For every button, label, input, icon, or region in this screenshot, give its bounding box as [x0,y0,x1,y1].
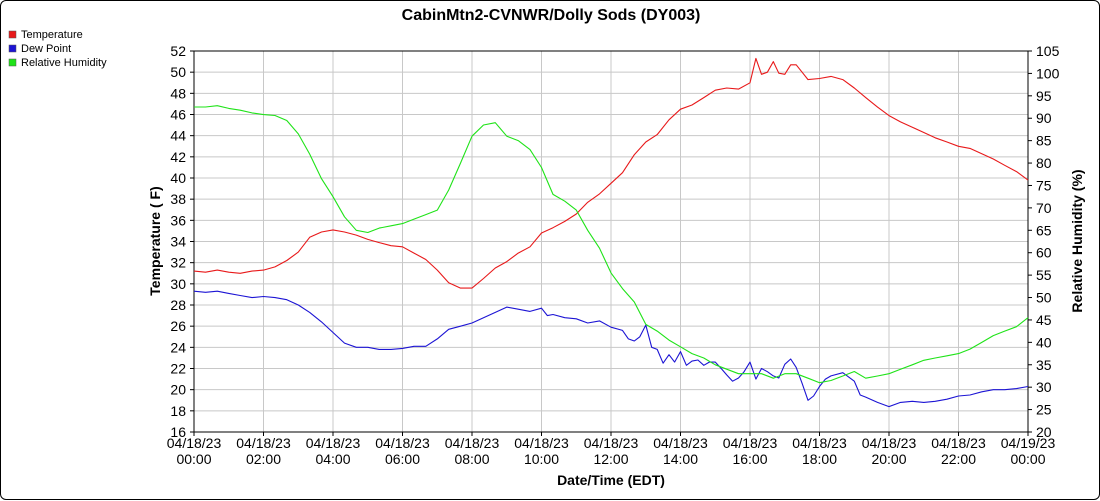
y2-tick-label: 45 [1036,312,1052,328]
x-tick-time: 00:00 [176,451,211,467]
x-tick-time: 22:00 [941,451,976,467]
temperature-line [193,57,1029,289]
y2-tick-label: 60 [1036,245,1052,261]
y2-tick-label: 75 [1036,177,1052,193]
y-tick-label: 40 [170,170,186,186]
y-tick-label: 32 [170,255,186,271]
x-axis-time: 04/18/2300:0004/18/2302:0004/18/2304:000… [167,432,1056,467]
y2-tick-label: 85 [1036,133,1052,149]
y2-tick-label: 100 [1036,65,1060,81]
x-tick-time: 02:00 [246,451,281,467]
y2-tick-label: 105 [1036,43,1060,59]
x-tick-date: 04/18/23 [445,435,500,451]
x-tick-time: 18:00 [802,451,837,467]
y-tick-label: 42 [170,149,186,165]
temperature-legend-swatch [8,30,17,39]
x-tick-time: 20:00 [871,451,906,467]
y2-tick-label: 80 [1036,155,1052,171]
y-tick-label: 36 [170,212,186,228]
x-tick-date: 04/18/23 [584,435,639,451]
y2-tick-label: 95 [1036,88,1052,104]
y2-tick-label: 30 [1036,379,1052,395]
dew-point-legend-label: Dew Point [21,43,71,55]
grid [193,50,1029,433]
x-tick-time: 04:00 [315,451,350,467]
x-tick-date: 04/18/23 [862,435,917,451]
y-tick-label: 52 [170,43,186,59]
y2-tick-label: 50 [1036,290,1052,306]
y-axis-humidity: 20 25 30 35 40 45 50 55 60 65 70 75 80 85 90 95 100 105 [1028,43,1060,440]
relative-humidity-legend-label: Relative Humidity [21,57,107,69]
y-tick-label: 24 [170,339,186,355]
x-tick-date: 04/18/23 [792,435,847,451]
x-tick-time: 10:00 [524,451,559,467]
x-tick-date: 04/18/23 [723,435,778,451]
x-tick-date: 04/18/23 [514,435,569,451]
chart-title: CabinMtn2-CVNWR/Dolly Sods (DY003) [402,7,701,24]
x-tick-date: 04/18/23 [306,435,361,451]
y-tick-label: 38 [170,191,186,207]
y-tick-label: 44 [170,128,186,144]
x-tick-time: 12:00 [593,451,628,467]
dew-point-legend-swatch [8,44,17,53]
y-tick-label: 48 [170,85,186,101]
x-tick-date: 04/18/23 [653,435,708,451]
x-tick-date: 04/18/23 [236,435,291,451]
x-tick-time: 16:00 [732,451,767,467]
x-tick-time: 00:00 [1010,451,1045,467]
y-tick-label: 22 [170,361,186,377]
x-tick-date: 04/18/23 [167,435,222,451]
x-tick-time: 08:00 [454,451,489,467]
y-tick-label: 30 [170,276,186,292]
y2-tick-label: 40 [1036,334,1052,350]
y-tick-label: 50 [170,64,186,80]
y2-axis-title: Relative Humidity (%) [1069,169,1085,312]
y2-tick-label: 55 [1036,267,1052,283]
y2-tick-label: 90 [1036,110,1052,126]
y-tick-label: 18 [170,403,186,419]
x-tick-date: 04/18/23 [375,435,430,451]
y2-tick-label: 35 [1036,357,1052,373]
x-tick-time: 06:00 [385,451,420,467]
relative-humidity-line [194,105,1029,384]
y-axis-temperature: 16 18 20 22 24 26 28 30 32 34 36 38 40 42 44 46 48 50 52 [170,43,194,440]
x-tick-date: 04/19/23 [1001,435,1056,451]
y2-tick-label: 70 [1036,200,1052,216]
relative-humidity-legend-swatch [8,58,17,67]
y2-tick-label: 25 [1036,402,1052,418]
y-tick-label: 16 [170,424,186,440]
temperature-legend-label: Temperature [21,29,83,41]
y-tick-label: 28 [170,297,186,313]
y-tick-label: 20 [170,382,186,398]
y2-tick-label: 20 [1036,424,1052,440]
x-tick-time: 14:00 [663,451,698,467]
series-layer [193,57,1029,408]
x-tick-date: 04/18/23 [931,435,986,451]
dew-point-line [193,290,1029,408]
y-axis-title: Temperature ( F) [147,186,163,295]
y-tick-label: 26 [170,318,186,334]
y-tick-label: 46 [170,107,186,123]
y-tick-label: 34 [170,234,186,250]
y2-tick-label: 65 [1036,222,1052,238]
legend: Temperature Dew Point Relative Humidity [8,29,107,69]
x-axis-title: Date/Time (EDT) [557,472,665,488]
